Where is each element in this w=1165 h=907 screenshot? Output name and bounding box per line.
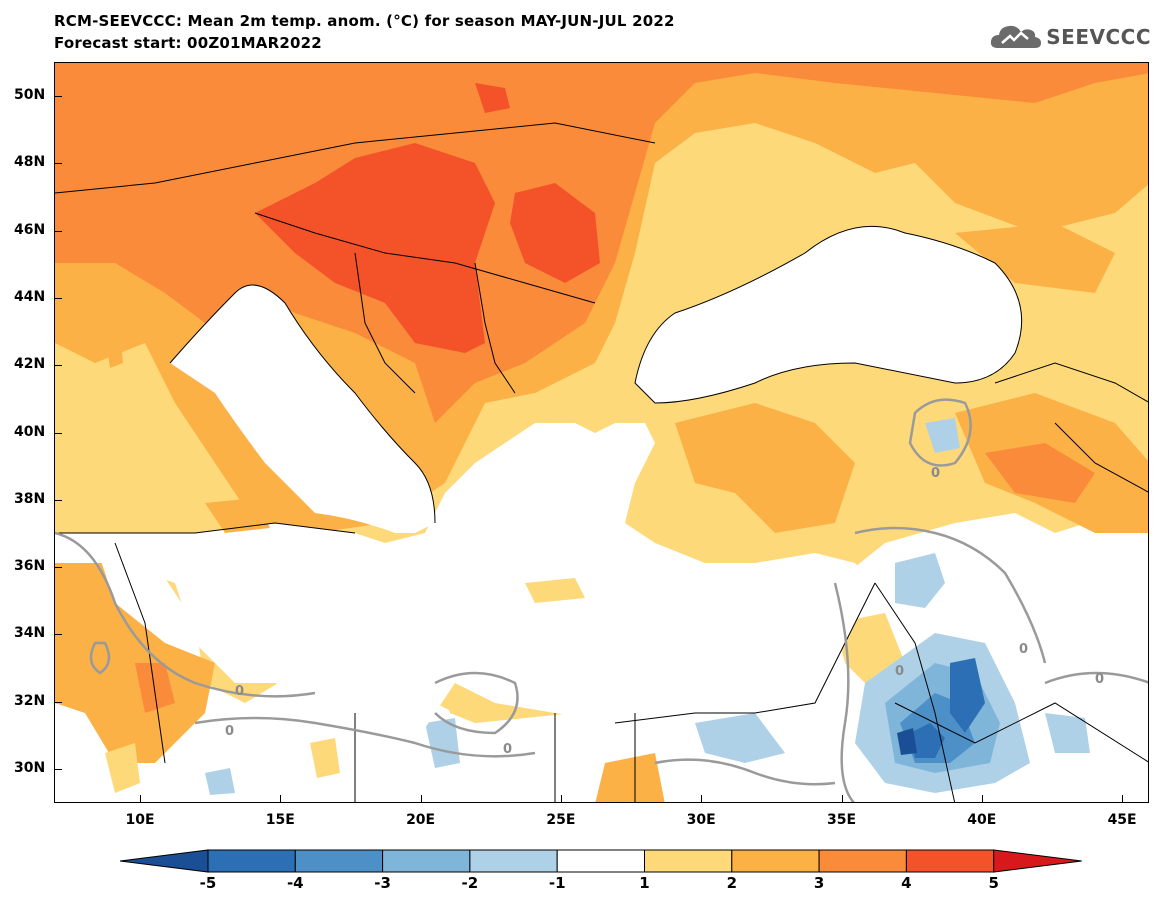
forecast-start: Forecast start: 00Z01MAR2022 xyxy=(54,34,322,52)
longitude-tick xyxy=(1122,795,1124,803)
latitude-tick xyxy=(54,499,62,501)
colorbar-label: 3 xyxy=(813,874,825,892)
colorbar-segment xyxy=(469,849,558,873)
anomaly-map: 0 0 0 0 0 0 0 xyxy=(54,62,1149,803)
longitude-tick-label: 10E xyxy=(125,812,155,828)
longitude-tick-label: 40E xyxy=(967,812,997,828)
colorbar-segment xyxy=(382,849,471,873)
latitude-tick xyxy=(54,701,62,703)
longitude-tick-label: 45E xyxy=(1107,812,1137,828)
latitude-tick-label: 46N xyxy=(14,221,46,238)
latitude-tick-label: 44N xyxy=(14,288,46,305)
colorbar-segment xyxy=(818,849,907,873)
latitude-tick xyxy=(54,365,62,367)
colorbar-label: -5 xyxy=(199,874,217,892)
longitude-tick-label: 35E xyxy=(826,812,857,828)
longitude-tick-label: 20E xyxy=(406,812,436,828)
longitude-tick-label: 15E xyxy=(265,812,295,828)
map-canvas: 0 0 0 0 0 0 0 xyxy=(55,63,1148,802)
latitude-tick-label: 38N xyxy=(14,490,46,507)
contour-label: 0 xyxy=(235,684,244,699)
colorbar-extend-high xyxy=(993,849,1082,873)
colorbar-label: 1 xyxy=(639,874,650,892)
latitude-tick xyxy=(54,163,62,165)
latitude-tick xyxy=(54,432,62,434)
longitude-tick xyxy=(140,795,141,803)
latitude-tick-label: 40N xyxy=(14,423,46,440)
contour-label: 0 xyxy=(225,724,234,739)
colorbar-segment xyxy=(731,849,820,873)
colorbar-label: 2 xyxy=(726,874,738,892)
longitude-tick xyxy=(280,795,282,803)
latitude-tick-label: 34N xyxy=(14,625,46,642)
latitude-tick-label: 42N xyxy=(14,356,46,373)
latitude-tick xyxy=(54,634,62,636)
latitude-tick xyxy=(54,230,62,232)
colorbar-segment xyxy=(294,849,384,873)
colorbar xyxy=(120,849,1082,873)
chart-title: RCM-SEEVCCC: Mean 2m temp. anom. (°C) fo… xyxy=(54,12,675,30)
longitude-tick-label: 25E xyxy=(546,812,576,828)
contour-label: 0 xyxy=(1019,642,1028,657)
latitude-tick-label: 50N xyxy=(14,87,46,103)
colorbar-extend-low xyxy=(120,849,209,873)
cloud-icon xyxy=(991,25,1042,48)
latitude-tick-label: 32N xyxy=(14,692,46,709)
colorbar-segment xyxy=(644,849,733,873)
colorbar-label: -1 xyxy=(548,874,566,892)
colorbar-label: -3 xyxy=(374,874,391,892)
contour-label: 0 xyxy=(503,742,512,757)
latitude-tick-label: 30N xyxy=(14,760,46,776)
colorbar-segment xyxy=(905,849,995,873)
colorbar-label: 4 xyxy=(901,874,912,892)
longitude-tick xyxy=(420,795,422,803)
longitude-tick xyxy=(841,795,843,803)
colorbar-label: 5 xyxy=(988,874,999,892)
logo-text: SEEVCCC xyxy=(1046,25,1151,49)
longitude-tick-label: 30E xyxy=(686,812,716,828)
longitude-tick xyxy=(560,795,562,803)
colorbar-label: -2 xyxy=(461,874,479,892)
latitude-tick xyxy=(54,96,62,97)
latitude-tick xyxy=(54,297,62,299)
colorbar-segment xyxy=(207,849,296,873)
contour-label: 0 xyxy=(1095,672,1104,687)
latitude-tick xyxy=(54,567,62,569)
longitude-tick xyxy=(981,795,983,803)
colorbar-segment xyxy=(556,849,646,873)
colorbar-label: -4 xyxy=(286,874,304,892)
longitude-tick xyxy=(701,795,703,803)
contour-label: 0 xyxy=(895,664,904,679)
latitude-tick-label: 48N xyxy=(14,154,46,171)
contour-label: 0 xyxy=(931,466,940,481)
latitude-tick xyxy=(54,769,62,770)
latitude-tick-label: 36N xyxy=(14,558,46,575)
seevccc-logo: SEEVCCC xyxy=(990,22,1151,52)
